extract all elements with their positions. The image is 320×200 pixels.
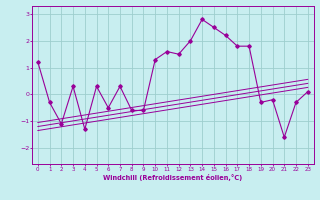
X-axis label: Windchill (Refroidissement éolien,°C): Windchill (Refroidissement éolien,°C) bbox=[103, 174, 243, 181]
